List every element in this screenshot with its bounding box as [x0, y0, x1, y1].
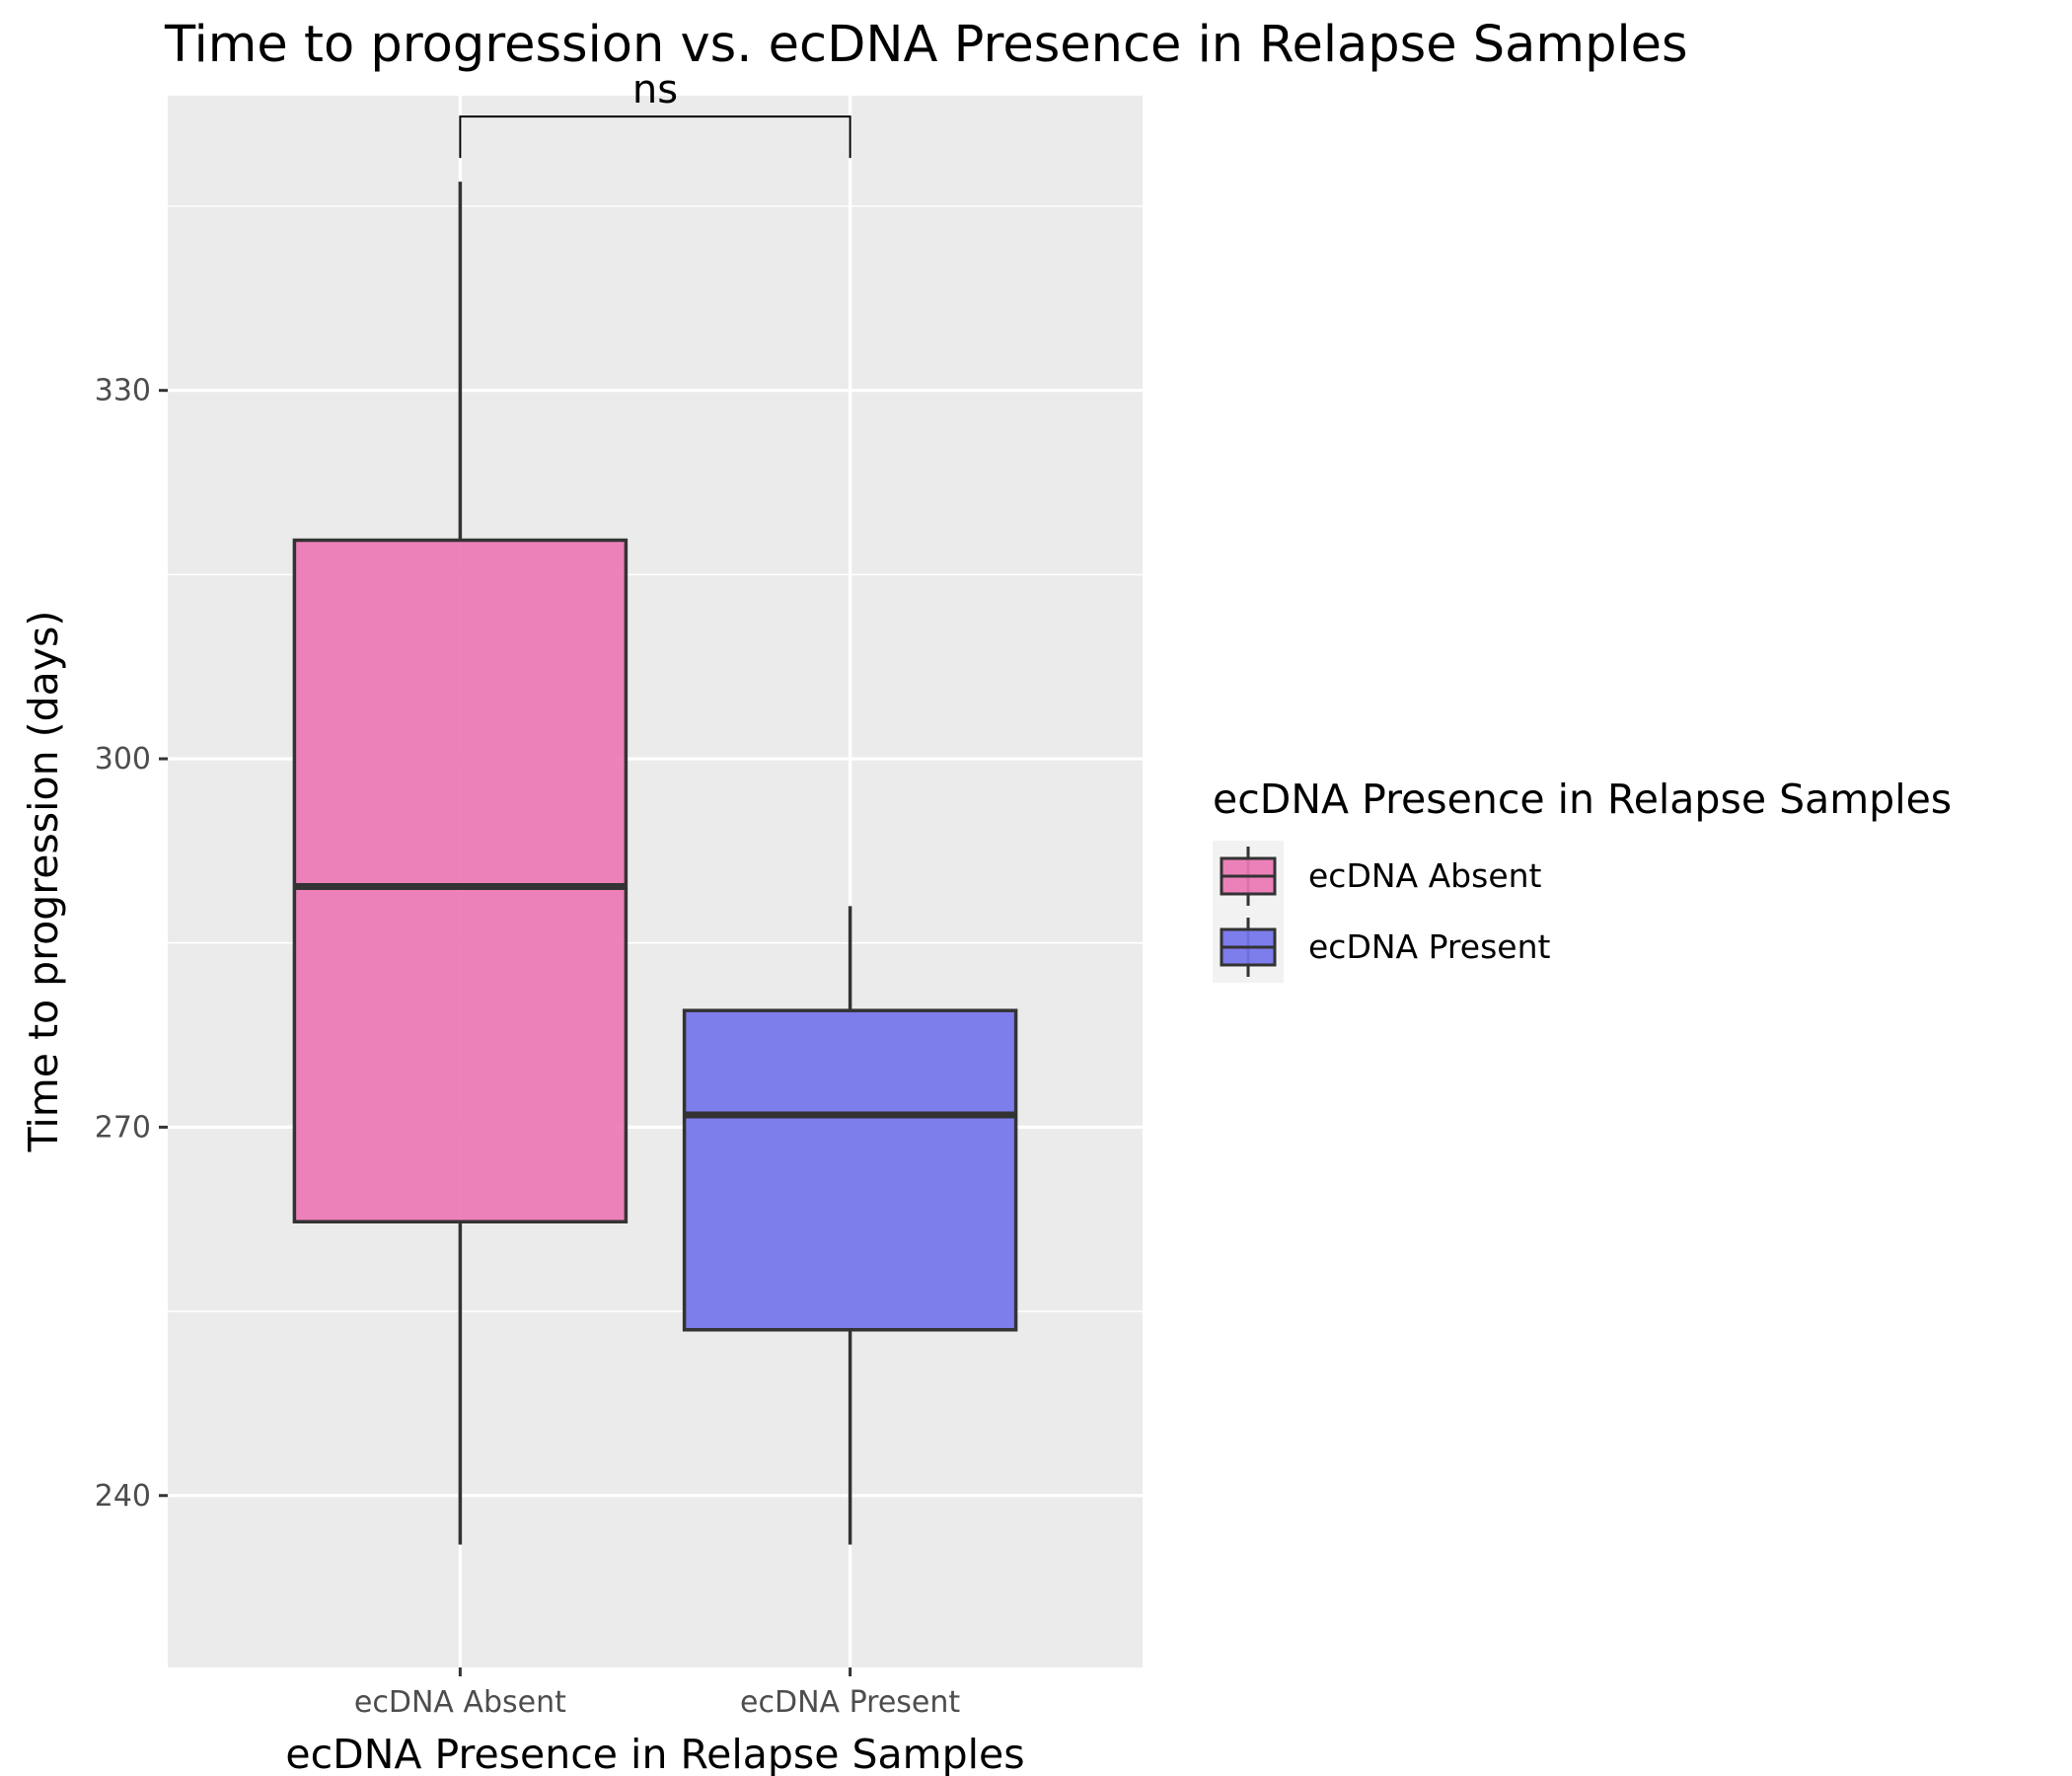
significance-annotation: ns — [459, 67, 851, 159]
y-tick-label: 300 — [95, 742, 151, 777]
y-tick-label: 270 — [95, 1110, 151, 1145]
legend: ecDNA Presence in Relapse Samples ecDNA … — [1213, 776, 1952, 983]
chart-title: Time to progression vs. ecDNA Presence i… — [164, 16, 1688, 74]
box-iqr — [292, 538, 629, 1223]
significance-label: ns — [632, 67, 678, 112]
legend-title: ecDNA Presence in Relapse Samples — [1213, 776, 1952, 823]
x-axis-title: ecDNA Presence in Relapse Samples — [285, 1731, 1024, 1776]
axes: 240 270 300 330 ecDNA Absent ecDNA Present — [95, 374, 961, 1720]
y-tick-label: 240 — [95, 1479, 151, 1514]
x-tick-label: ecDNA Present — [740, 1685, 960, 1720]
y-axis-title: Time to progression (days) — [20, 611, 67, 1153]
y-tick-label: 330 — [95, 374, 151, 408]
box-1 — [292, 182, 629, 1545]
box-2 — [682, 906, 1018, 1545]
x-tick-label: ecDNA Absent — [354, 1685, 566, 1720]
legend-label: ecDNA Present — [1308, 927, 1550, 966]
legend-item: ecDNA Present — [1220, 918, 1550, 977]
legend-label: ecDNA Absent — [1308, 856, 1542, 895]
legend-item: ecDNA Absent — [1220, 847, 1542, 906]
significance-bracket — [459, 115, 851, 159]
boxes — [292, 182, 1018, 1545]
box-iqr — [682, 1008, 1018, 1332]
